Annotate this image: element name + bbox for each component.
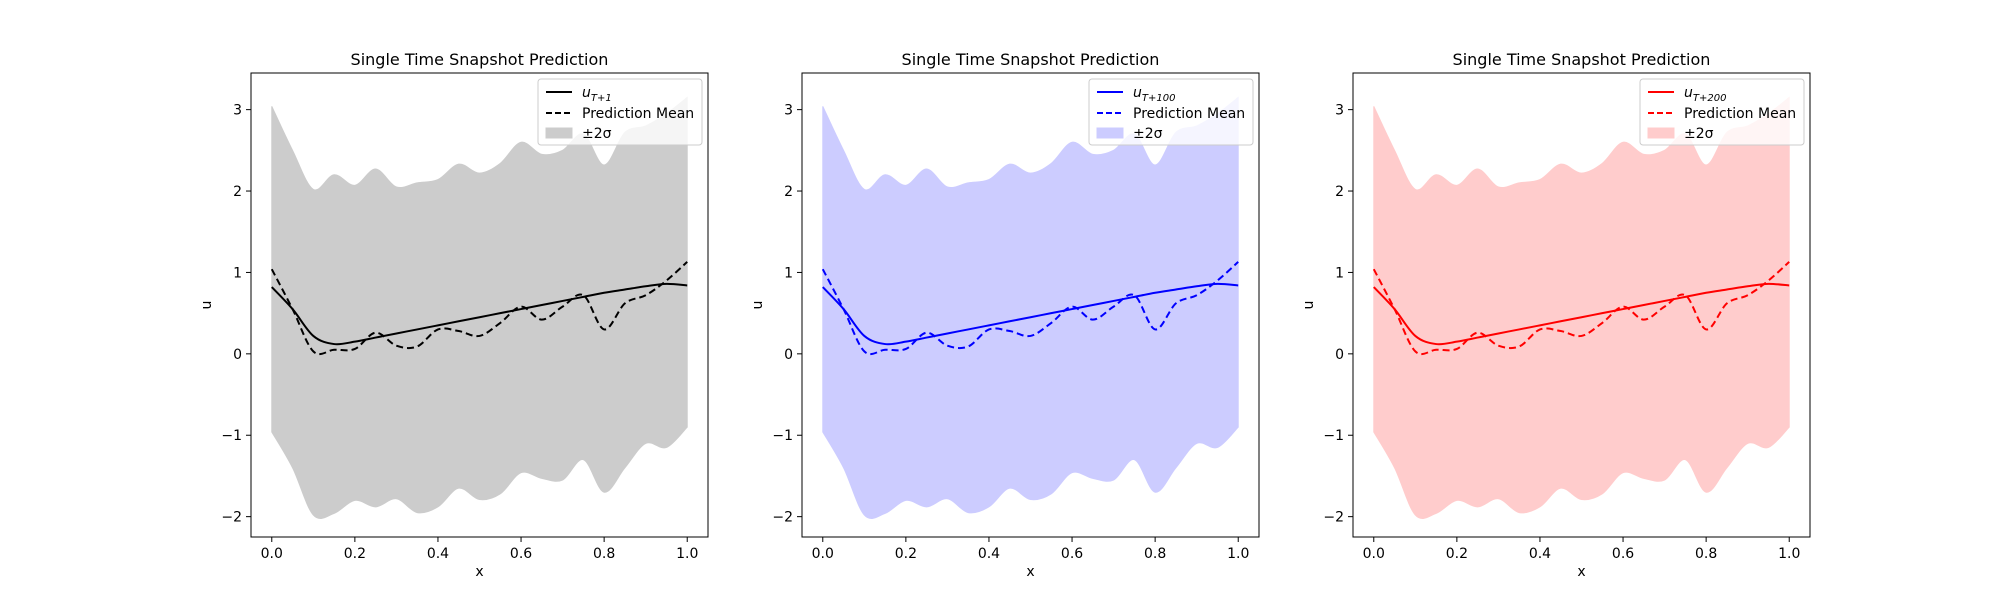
legend-mean-label: Prediction Mean (1684, 106, 1796, 122)
y-axis-label: u (1301, 301, 1317, 310)
x-tick-label: 0.0 (261, 546, 283, 562)
y-tick-label: 0 (1335, 347, 1344, 363)
plot-area-frame (801, 72, 1260, 538)
x-tick-label: 0.0 (812, 546, 834, 562)
y-tick-label: 2 (233, 184, 242, 200)
x-tick-label: 0.6 (1061, 546, 1083, 562)
y-axis-ticks: −2 −1 0 1 2 3 (772, 103, 802, 526)
y-tick-label: 0 (233, 347, 242, 363)
y-axis-ticks: −2 −1 0 1 2 3 (1323, 103, 1353, 526)
legend: uT+100 Prediction Mean ±2σ (1088, 78, 1254, 146)
y-tick-label: 2 (1335, 184, 1344, 200)
plot-area-frame (1352, 72, 1811, 538)
y-axis-ticks: −2 −1 0 1 2 3 (221, 103, 251, 526)
x-axis-ticks: 0.0 0.2 0.4 0.6 0.8 1.0 (1363, 537, 1800, 562)
y-tick-label: −2 (1323, 510, 1344, 526)
x-axis-label: x (1026, 564, 1034, 580)
y-tick-label: 3 (784, 103, 793, 119)
legend-band-label: ±2σ (1684, 126, 1714, 142)
legend-box (1088, 78, 1254, 146)
x-tick-label: 0.2 (1446, 546, 1468, 562)
y-tick-label: −1 (772, 428, 793, 444)
y-tick-label: 2 (784, 184, 793, 200)
x-axis-ticks: 0.0 0.2 0.4 0.6 0.8 1.0 (812, 537, 1249, 562)
x-axis-label: x (1577, 564, 1585, 580)
chart-panel-1: 0.0 0.2 0.4 0.6 0.8 1.0 −2 −1 0 1 2 3 Single Time … (199, 50, 709, 580)
x-axis-label: x (475, 564, 483, 580)
x-tick-label: 0.8 (1695, 546, 1717, 562)
y-tick-label: 3 (233, 103, 242, 119)
prediction-mean-line (270, 261, 688, 356)
x-tick-label: 0.4 (1529, 546, 1551, 562)
uncertainty-band (822, 96, 1239, 519)
x-tick-label: 0.2 (895, 546, 917, 562)
uncertainty-band (1373, 96, 1790, 519)
legend-band-label: ±2σ (1133, 126, 1163, 142)
plot-area-frame (250, 72, 709, 538)
x-tick-label: 1.0 (1778, 546, 1800, 562)
x-axis-ticks: 0.0 0.2 0.4 0.6 0.8 1.0 (261, 537, 698, 562)
x-tick-label: 0.8 (1144, 546, 1166, 562)
legend-box (1639, 78, 1805, 146)
legend-mean-label: Prediction Mean (1133, 106, 1245, 122)
truth-line (822, 282, 1239, 346)
y-tick-label: −2 (772, 510, 793, 526)
chart-title: Single Time Snapshot Prediction (351, 50, 609, 69)
uncertainty-band-layer (271, 96, 688, 519)
x-tick-label: 0.6 (510, 546, 532, 562)
truth-line (271, 282, 688, 346)
y-tick-label: 1 (233, 265, 242, 281)
chart-panel-2: 0.0 0.2 0.4 0.6 0.8 1.0 −2 −1 0 1 2 3 Single Time … (750, 50, 1260, 580)
legend-band-swatch (545, 127, 573, 139)
line-layer (1372, 261, 1790, 356)
y-axis-label: u (750, 301, 766, 310)
legend-band-swatch (1647, 127, 1675, 139)
y-tick-label: 1 (1335, 265, 1344, 281)
prediction-mean-line (1372, 261, 1790, 356)
x-tick-label: 1.0 (676, 546, 698, 562)
x-tick-label: 0.6 (1612, 546, 1634, 562)
line-layer (821, 261, 1239, 356)
x-tick-label: 0.0 (1363, 546, 1385, 562)
truth-line (1373, 282, 1790, 346)
uncertainty-band-layer (1373, 96, 1790, 519)
chart-title: Single Time Snapshot Prediction (1453, 50, 1711, 69)
line-layer (270, 261, 688, 356)
x-tick-label: 1.0 (1227, 546, 1249, 562)
y-tick-label: −1 (1323, 428, 1344, 444)
legend: uT+1 Prediction Mean ±2σ (537, 78, 703, 146)
legend-truth-label: uT+100 (1133, 85, 1175, 104)
y-tick-label: 1 (784, 265, 793, 281)
chart-panel-3: 0.0 0.2 0.4 0.6 0.8 1.0 −2 −1 0 1 2 3 Single Time … (1301, 50, 1811, 580)
y-tick-label: 3 (1335, 103, 1344, 119)
legend-box (537, 78, 703, 146)
legend-band-swatch (1096, 127, 1124, 139)
x-tick-label: 0.2 (344, 546, 366, 562)
chart-title: Single Time Snapshot Prediction (902, 50, 1160, 69)
legend: uT+200 Prediction Mean ±2σ (1639, 78, 1805, 146)
x-tick-label: 0.4 (978, 546, 1000, 562)
y-tick-label: −1 (221, 428, 242, 444)
legend-truth-label: uT+200 (1684, 85, 1726, 104)
legend-band-label: ±2σ (582, 126, 612, 142)
y-axis-label: u (199, 301, 215, 310)
uncertainty-band (271, 96, 688, 519)
y-tick-label: 0 (784, 347, 793, 363)
legend-mean-label: Prediction Mean (582, 106, 694, 122)
y-tick-label: −2 (221, 510, 242, 526)
uncertainty-band-layer (822, 96, 1239, 519)
x-tick-label: 0.8 (593, 546, 615, 562)
legend-truth-label: uT+1 (582, 85, 612, 104)
x-tick-label: 0.4 (427, 546, 449, 562)
prediction-mean-line (821, 261, 1239, 356)
